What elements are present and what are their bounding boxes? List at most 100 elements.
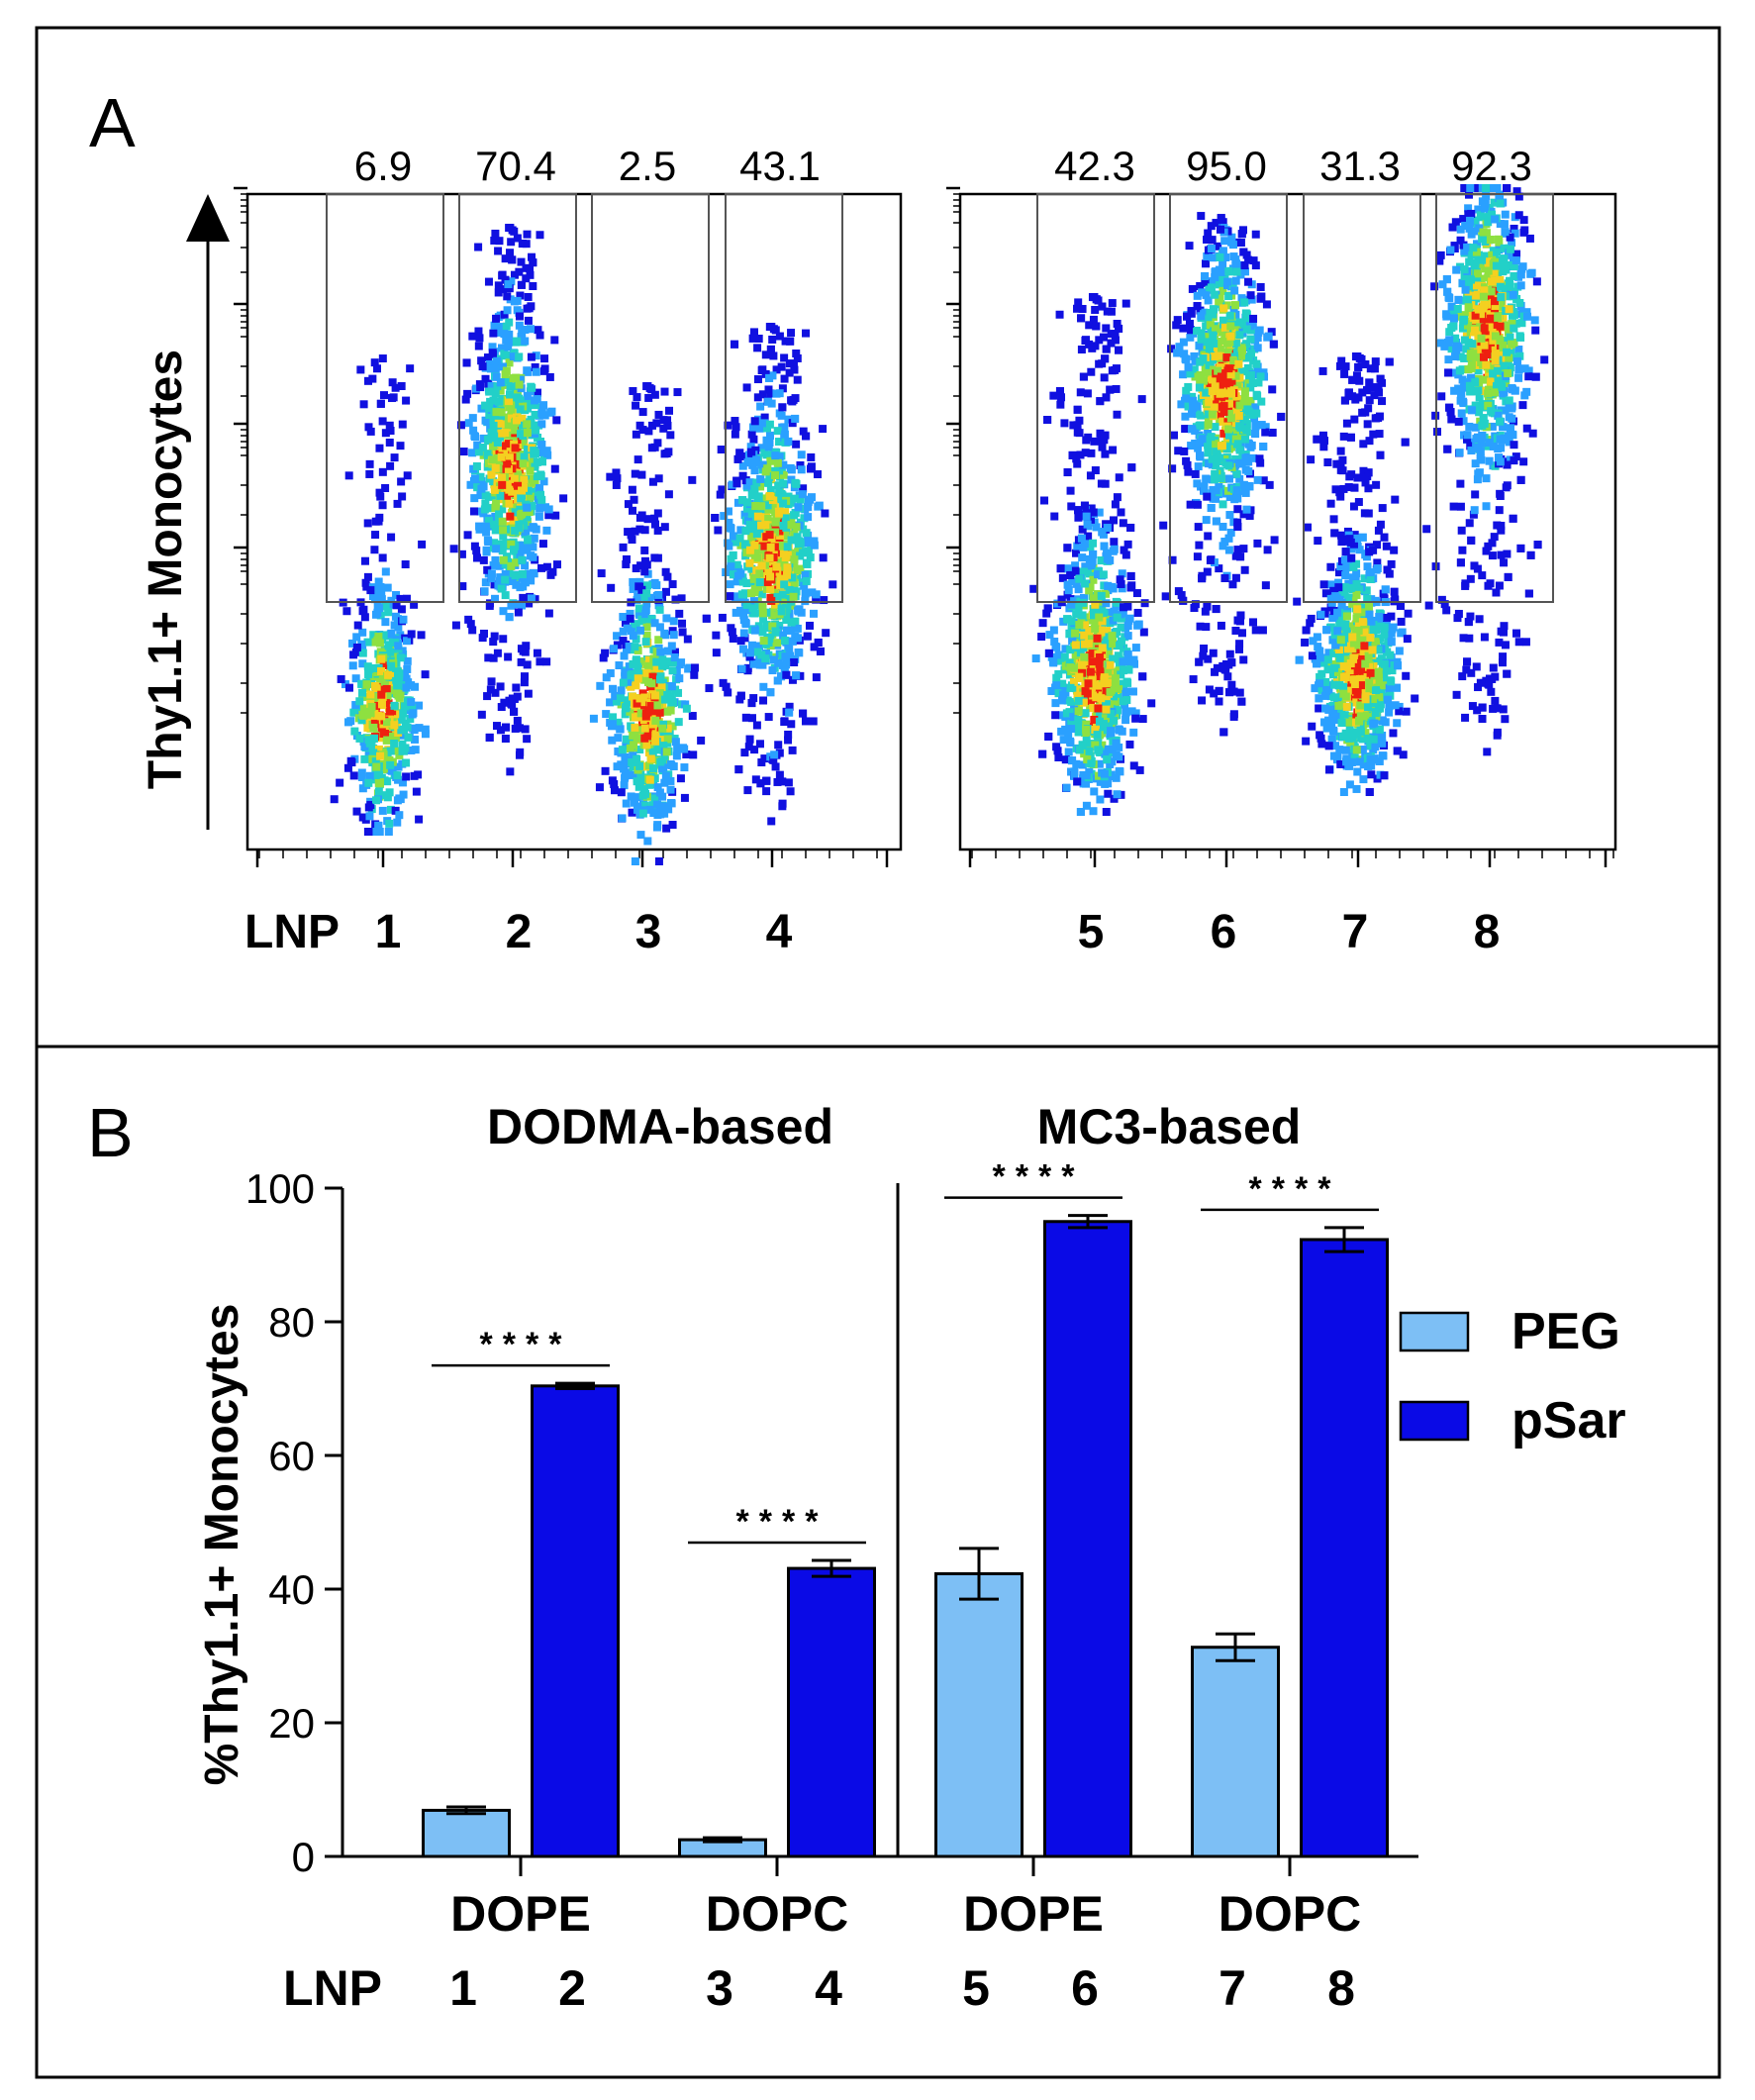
flow-dot <box>654 636 663 645</box>
flow-dot <box>1196 281 1205 290</box>
flow-dot <box>816 647 825 655</box>
flow-dot <box>660 387 669 396</box>
flow-dot <box>778 384 787 393</box>
flow-dot <box>499 285 508 294</box>
flow-dot <box>407 697 416 706</box>
flow-dot <box>1075 672 1084 681</box>
flow-dot <box>776 558 785 567</box>
flow-dot <box>529 458 537 467</box>
flow-dot <box>1231 573 1240 582</box>
flow-dot <box>1081 709 1090 718</box>
flow-dot <box>495 237 504 246</box>
flow-dot <box>352 643 361 651</box>
flow-dot <box>1086 616 1095 625</box>
flow-dot <box>349 771 358 780</box>
flow-dot <box>504 343 513 351</box>
flow-dot <box>819 553 828 562</box>
flow-dot <box>463 531 472 540</box>
flow-dot <box>742 600 751 609</box>
flow-dot <box>468 332 477 341</box>
flow-dot <box>653 783 662 792</box>
flow-dot <box>642 623 651 632</box>
flow-dot <box>796 495 805 504</box>
flow-dot <box>628 808 636 817</box>
flow-dot <box>1109 547 1118 555</box>
flow-dot <box>1102 589 1111 598</box>
flow-dot <box>1219 260 1227 269</box>
flow-dot <box>1212 440 1220 449</box>
flow-dot <box>755 569 764 578</box>
flow-dot <box>1267 328 1276 337</box>
flow-dot <box>1054 752 1063 761</box>
flow-dot <box>643 581 652 590</box>
flow-dot <box>1082 733 1091 742</box>
flow-dot <box>350 727 359 736</box>
flow-dot <box>1216 346 1224 354</box>
flow-dot <box>520 475 529 484</box>
flow-dot <box>754 334 763 343</box>
flow-dot <box>493 649 502 657</box>
flow-dot <box>809 717 818 726</box>
flow-dot <box>1066 646 1075 654</box>
flow-dot <box>489 442 498 450</box>
flow-dot <box>392 678 401 687</box>
flow-dot <box>1101 714 1110 723</box>
flow-dot <box>402 772 411 781</box>
flow-dot <box>779 499 788 508</box>
flow-dot <box>461 395 470 404</box>
flow-dot <box>655 605 664 614</box>
flow-dot <box>1111 674 1120 683</box>
flow-dot <box>773 639 782 648</box>
flow-dot <box>673 745 682 753</box>
flow-dot <box>767 466 776 475</box>
flow-dot <box>737 664 746 673</box>
flow-dot <box>1208 454 1217 463</box>
flow-dot <box>1123 632 1132 641</box>
flow-dot <box>372 796 381 805</box>
flow-dot <box>1113 320 1121 329</box>
flow-dot <box>1251 403 1260 412</box>
flow-dot <box>483 565 492 574</box>
flow-dot <box>775 527 784 536</box>
flow-dot <box>498 344 507 352</box>
flow-dot <box>1077 314 1086 323</box>
flow-dot <box>1224 292 1233 301</box>
flow-dot <box>747 564 756 573</box>
flow-dot <box>1231 276 1240 285</box>
flow-dot <box>366 586 375 595</box>
flow-dot <box>513 306 522 315</box>
flow-dot <box>1246 291 1255 300</box>
flow-dot <box>421 670 430 679</box>
flow-dot <box>1235 401 1244 410</box>
flow-dot <box>491 463 500 472</box>
flow-dot <box>660 660 669 669</box>
flow-dot <box>502 336 511 345</box>
flow-dot <box>663 724 672 733</box>
flow-dot <box>729 570 737 579</box>
flow-dot <box>496 682 505 691</box>
flow-dot <box>1244 379 1253 388</box>
flow-dot <box>734 765 743 774</box>
flow-dot <box>548 567 557 576</box>
flow-dot <box>785 359 794 368</box>
flow-dot <box>620 781 629 790</box>
flow-dot <box>480 587 489 596</box>
flow-dot <box>364 423 373 432</box>
flow-dot <box>1121 716 1130 725</box>
flow-dot <box>1087 449 1096 457</box>
flow-dot <box>1084 433 1093 442</box>
flow-dot <box>1049 626 1058 635</box>
flow-dot <box>1089 807 1098 816</box>
flow-dot <box>656 648 665 656</box>
flow-dot <box>805 621 814 630</box>
flow-dot <box>1185 319 1194 328</box>
flow-dot <box>1204 410 1213 419</box>
flow-dot <box>632 681 640 690</box>
flow-dot <box>505 358 514 367</box>
panel-a-y-arrow-head <box>186 194 230 242</box>
flow-dot <box>794 548 803 556</box>
flow-dot <box>653 553 662 562</box>
flow-dot <box>644 661 653 670</box>
flow-dot <box>481 401 490 410</box>
